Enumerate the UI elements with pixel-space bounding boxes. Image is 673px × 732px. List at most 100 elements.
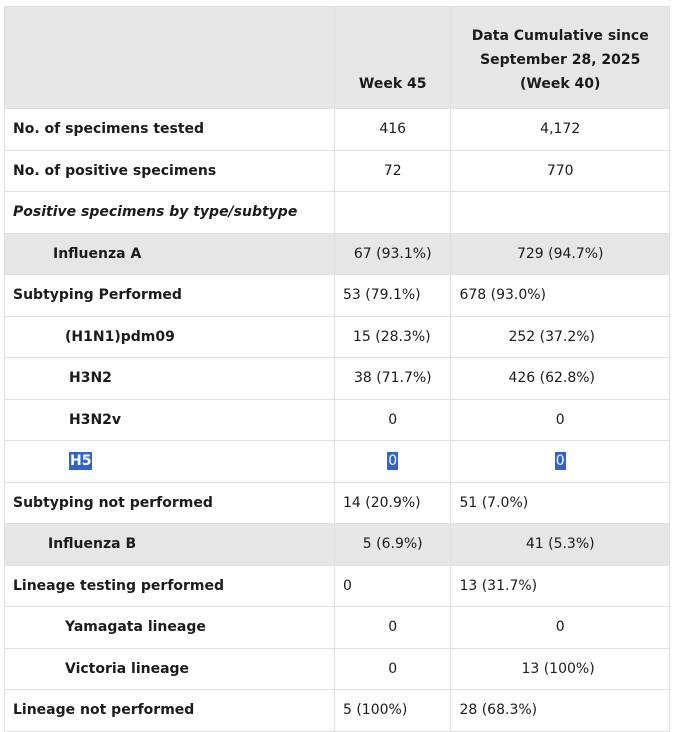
week-value-text: 53 (79.1%) — [342, 287, 421, 304]
table-row: Subtyping not performed 14 (20.9%) 51 (7.0… — [4, 481, 670, 524]
cumulative-value: 252 (37.2%) — [450, 315, 670, 358]
cumulative-value: 770 — [450, 149, 670, 192]
influenza-surveillance-table: Week 45 Data Cumulative since September … — [4, 6, 670, 732]
cumulative-value-text: 51 (7.0%) — [459, 494, 529, 511]
week-value-text: 0 — [342, 577, 352, 594]
cumulative-value-text: 41 (5.3%) — [525, 536, 595, 553]
row-label: Influenza B — [4, 523, 335, 566]
week-value: 0 — [333, 564, 452, 607]
week-value: 0 — [333, 647, 452, 690]
cumulative-value-text: 426 (62.8%) — [508, 370, 596, 387]
cumulative-value-text: 28 (68.3%) — [459, 702, 538, 719]
table-row: Lineage testing performed 0 13 (31.7%) — [4, 564, 670, 607]
cumulative-value-text: 770 — [546, 162, 574, 179]
row-label: Lineage testing performed — [4, 564, 335, 607]
week-value: 14 (20.9%) — [333, 481, 452, 524]
cumulative-value: 13 (31.7%) — [450, 564, 670, 607]
row-label-text: Lineage not performed — [13, 702, 195, 719]
row-label: Positive specimens by type/subtype — [4, 191, 335, 234]
week-value: 53 (79.1%) — [333, 274, 452, 317]
cumulative-value-text: 0 — [554, 452, 566, 471]
row-label: H3N2 — [4, 357, 335, 400]
table-row: No. of specimens tested 416 4,172 — [4, 108, 670, 151]
week-value: 5 (6.9%) — [333, 523, 452, 566]
cumulative-value-text: 0 — [555, 619, 565, 636]
cumulative-value-text: 4,172 — [540, 121, 581, 138]
table-row: Influenza B 5 (6.9%) 41 (5.3%) — [4, 523, 670, 566]
week-value-text: 5 (100%) — [342, 702, 408, 719]
header-row: Week 45 Data Cumulative since September … — [4, 6, 670, 109]
table-row: H5 0 0 — [4, 440, 670, 483]
week-value — [333, 191, 452, 234]
table-row: Yamagata lineage 0 0 — [4, 606, 670, 649]
cumulative-value: 678 (93.0%) — [450, 274, 670, 317]
row-label: Subtyping not performed — [4, 481, 335, 524]
row-label: Lineage not performed — [4, 689, 335, 732]
row-label-text: H3N2 — [69, 370, 112, 387]
cumulative-value: 0 — [450, 398, 670, 441]
cumulative-value: 51 (7.0%) — [450, 481, 670, 524]
week-value-text: 15 (28.3%) — [352, 328, 431, 345]
week-value-text: 0 — [388, 660, 398, 677]
table-row: No. of positive specimens 72 770 — [4, 149, 670, 192]
row-label-text: No. of positive specimens — [13, 162, 217, 179]
header-week: Week 45 — [333, 6, 452, 109]
week-value: 416 — [333, 108, 452, 151]
row-label-text: H3N2v — [69, 411, 122, 428]
cumulative-value: 28 (68.3%) — [450, 689, 670, 732]
table-row: H3N2 38 (71.7%) 426 (62.8%) — [4, 357, 670, 400]
week-value-text: 72 — [383, 162, 402, 179]
row-label-text: Influenza A — [53, 245, 142, 262]
cumulative-value: 13 (100%) — [450, 647, 670, 690]
week-value: 0 — [333, 398, 452, 441]
table-row: Influenza A 67 (93.1%) 729 (94.7%) — [4, 232, 670, 275]
cumulative-value-text: 13 (100%) — [521, 660, 595, 677]
week-value: 5 (100%) — [333, 689, 452, 732]
cumulative-value-text: 678 (93.0%) — [459, 287, 547, 304]
row-label: (H1N1)pdm09 — [4, 315, 335, 358]
week-value-text: 0 — [387, 452, 399, 471]
row-label-text: Subtyping not performed — [13, 494, 213, 511]
cumulative-value-text: 13 (31.7%) — [459, 577, 538, 594]
cumulative-value: 4,172 — [450, 108, 670, 151]
row-label: No. of specimens tested — [4, 108, 335, 151]
row-label: Yamagata lineage — [4, 606, 335, 649]
row-label: Victoria lineage — [4, 647, 335, 690]
cumulative-value: 729 (94.7%) — [450, 232, 670, 275]
week-value: 0 — [333, 440, 452, 483]
row-label: Subtyping Performed — [4, 274, 335, 317]
row-label-text: Yamagata lineage — [65, 619, 206, 636]
cumulative-value: 41 (5.3%) — [450, 523, 670, 566]
row-label-text: Subtyping Performed — [13, 287, 182, 304]
row-label-text: Lineage testing performed — [13, 577, 225, 594]
cumulative-value — [450, 191, 670, 234]
week-value: 72 — [333, 149, 452, 192]
table-row: Subtyping Performed 53 (79.1%) 678 (93.0%) — [4, 274, 670, 317]
week-value-text: 0 — [388, 619, 398, 636]
week-value: 15 (28.3%) — [333, 315, 452, 358]
cumulative-value-text: 252 (37.2%) — [508, 328, 596, 345]
row-label: H5 — [4, 440, 335, 483]
week-value-text: 0 — [388, 411, 398, 428]
row-label-text: H5 — [69, 452, 93, 471]
row-label: H3N2v — [4, 398, 335, 441]
table-row: (H1N1)pdm09 15 (28.3%) 252 (37.2%) — [4, 315, 670, 358]
cumulative-value: 426 (62.8%) — [450, 357, 670, 400]
week-value: 67 (93.1%) — [333, 232, 452, 275]
row-label-text: Influenza B — [48, 536, 137, 553]
row-label-text: No. of specimens tested — [13, 121, 205, 138]
table-row: H3N2v 0 0 — [4, 398, 670, 441]
row-label: Influenza A — [4, 232, 335, 275]
cumulative-value-text: 0 — [555, 411, 565, 428]
week-value-text: 38 (71.7%) — [353, 370, 432, 387]
week-value-text: 14 (20.9%) — [342, 494, 421, 511]
week-value-text: 67 (93.1%) — [353, 245, 432, 262]
week-value-text: 5 (6.9%) — [362, 536, 423, 553]
cumulative-value-text: 729 (94.7%) — [516, 245, 604, 262]
table-row: Victoria lineage 0 13 (100%) — [4, 647, 670, 690]
cumulative-value: 0 — [450, 440, 670, 483]
row-label-text: Victoria lineage — [65, 660, 190, 677]
week-value: 0 — [333, 606, 452, 649]
table-row: Lineage not performed 5 (100%) 28 (68.3%) — [4, 689, 670, 732]
header-cumulative: Data Cumulative since September 28, 2025… — [450, 6, 670, 109]
